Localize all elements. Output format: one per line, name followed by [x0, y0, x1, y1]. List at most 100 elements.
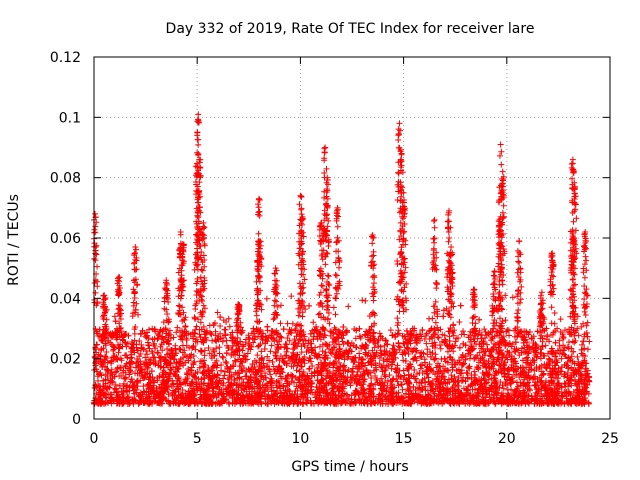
- data-point: [568, 353, 575, 360]
- data-point: [544, 391, 551, 398]
- data-point: [137, 361, 144, 368]
- data-point: [297, 328, 304, 335]
- data-point: [561, 327, 568, 334]
- data-point: [336, 345, 343, 352]
- data-point: [385, 362, 392, 369]
- data-point: [131, 337, 138, 344]
- data-point: [305, 337, 312, 344]
- data-point: [526, 375, 533, 382]
- data-point: [404, 400, 411, 407]
- data-point: [580, 338, 587, 345]
- data-point: [560, 334, 567, 341]
- data-point: [511, 355, 518, 362]
- data-point: [117, 355, 124, 362]
- data-point: [388, 365, 395, 372]
- data-point: [311, 369, 318, 376]
- data-point: [401, 372, 408, 379]
- data-point: [174, 368, 181, 375]
- data-point: [424, 351, 431, 358]
- data-point: [156, 354, 163, 361]
- data-point: [151, 377, 158, 384]
- data-point: [491, 391, 498, 398]
- data-point: [274, 341, 281, 348]
- data-point: [297, 399, 304, 406]
- data-point: [313, 383, 320, 390]
- data-point: [434, 369, 441, 376]
- data-point: [340, 362, 347, 369]
- data-point: [432, 342, 439, 349]
- data-point: [299, 373, 306, 380]
- data-point: [135, 392, 142, 399]
- data-point: [191, 387, 198, 394]
- data-point: [399, 395, 406, 402]
- data-point: [144, 364, 151, 371]
- data-point: [226, 323, 233, 330]
- data-point: [214, 384, 221, 391]
- data-point: [408, 331, 415, 338]
- data-point: [226, 369, 233, 376]
- data-point: [550, 380, 557, 387]
- data-point: [161, 382, 168, 389]
- data-point: [235, 384, 242, 391]
- data-point: [230, 335, 237, 342]
- data-point: [159, 400, 166, 407]
- data-point: [149, 350, 156, 357]
- data-point: [347, 382, 354, 389]
- data-point: [582, 365, 589, 372]
- data-point: [437, 345, 444, 352]
- data-point: [301, 342, 308, 349]
- data-point: [559, 393, 566, 400]
- data-point: [211, 348, 218, 355]
- data-point: [335, 350, 342, 357]
- data-point: [424, 370, 431, 377]
- data-point: [290, 353, 297, 360]
- data-point: [367, 358, 374, 365]
- data-point: [331, 360, 338, 367]
- data-point: [259, 382, 266, 389]
- data-point: [454, 386, 461, 393]
- data-point: [585, 400, 592, 407]
- data-point: [301, 360, 308, 367]
- data-point: [368, 400, 375, 407]
- data-point: [245, 366, 252, 373]
- data-point: [308, 386, 315, 393]
- data-point: [415, 396, 422, 403]
- data-point: [487, 396, 494, 403]
- data-point: [201, 352, 208, 359]
- data-point: [252, 390, 258, 397]
- data-point: [255, 392, 262, 399]
- data-point: [578, 375, 585, 382]
- data-point: [379, 400, 386, 407]
- data-point: [376, 355, 383, 362]
- data-point: [447, 398, 454, 405]
- data-point: [277, 302, 284, 309]
- data-point: [116, 364, 123, 371]
- data-point: [354, 368, 361, 375]
- data-point: [332, 396, 339, 403]
- data-point: [558, 364, 565, 371]
- data-point: [320, 334, 327, 341]
- data-point: [300, 384, 307, 391]
- data-point: [172, 345, 179, 352]
- data-point: [471, 338, 478, 345]
- data-point: [455, 382, 462, 389]
- data-point: [465, 347, 472, 354]
- data-point: [229, 329, 236, 336]
- data-point: [237, 358, 244, 365]
- data-point: [138, 345, 145, 352]
- data-point: [245, 334, 252, 341]
- data-point: [352, 363, 359, 370]
- data-point: [172, 392, 179, 399]
- data-point: [462, 342, 469, 349]
- data-point: [520, 339, 527, 346]
- data-point: [564, 374, 571, 381]
- data-point: [545, 355, 552, 362]
- data-point: [362, 297, 369, 304]
- data-point: [391, 384, 398, 391]
- data-point: [164, 378, 171, 385]
- data-point: [105, 367, 112, 374]
- data-point: [355, 389, 362, 396]
- data-point: [185, 392, 192, 399]
- data-point: [448, 376, 455, 383]
- data-point: [115, 345, 122, 352]
